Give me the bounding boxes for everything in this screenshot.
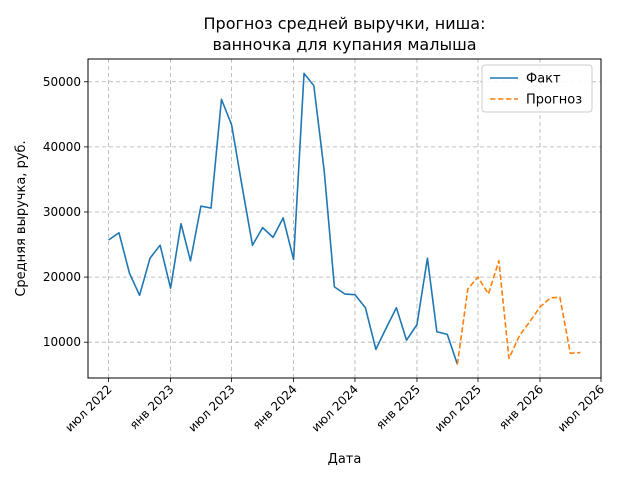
legend-box — [481, 64, 593, 113]
x-axis-label: Дата — [328, 452, 362, 467]
x-tick-label: июл 2023 — [185, 382, 237, 434]
y-tick-label: 10000 — [43, 335, 81, 349]
chart-title-line-2: ванночка для купания малыша — [212, 35, 476, 54]
y-tick-label: 50000 — [43, 75, 81, 89]
legend: Факт Прогноз — [481, 64, 593, 113]
x-tick-label: янв 2024 — [250, 382, 300, 432]
x-tick-label: июл 2022 — [62, 382, 114, 434]
x-tick-label: июл 2025 — [432, 382, 484, 434]
legend-label-fact: Факт — [526, 72, 561, 87]
plot-frame — [87, 58, 602, 379]
x-tick-label: янв 2025 — [373, 382, 423, 432]
series-line-0 — [108, 72, 459, 365]
chart-title-line-1: Прогноз средней выручки, ниша: — [204, 14, 486, 33]
x-tick-label: янв 2026 — [496, 382, 546, 432]
y-axis-label: Средняя выручка, руб. — [14, 140, 29, 296]
legend-label-forecast: Прогноз — [526, 93, 582, 108]
y-tick-label: 40000 — [43, 140, 81, 154]
x-tick-label: июл 2024 — [309, 382, 361, 434]
series-lines — [108, 72, 581, 365]
y-tick-label: 20000 — [43, 270, 81, 284]
y-tick-label: 30000 — [43, 205, 81, 219]
x-tick-label: июл 2026 — [555, 382, 607, 434]
x-tick-label: янв 2023 — [127, 382, 177, 432]
axis-ticks: 10000 20000 30000 40000 50000 июл 2022 янв 202… — [43, 75, 607, 435]
series-line-1 — [456, 260, 581, 365]
